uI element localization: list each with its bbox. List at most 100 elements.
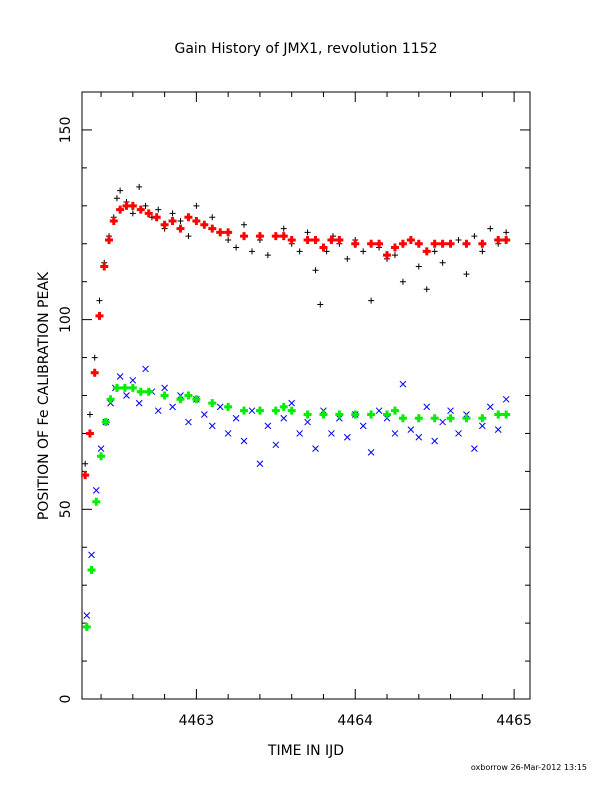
y-tick-label: 100 [58, 306, 74, 333]
data-point-smoothed-upper [287, 235, 296, 244]
data-point-smoothed-upper [375, 239, 384, 248]
data-point-smoothed-upper [319, 243, 328, 252]
data-point-raw-upper [312, 267, 319, 274]
data-point-raw-upper [113, 195, 120, 202]
data-point-raw-upper [360, 248, 367, 255]
data-point-raw-lower [169, 403, 176, 411]
data-point-raw-upper [241, 221, 248, 228]
data-point-raw-lower [288, 399, 296, 407]
data-point-smoothed-lower [176, 395, 185, 404]
data-point-raw-lower [471, 445, 478, 452]
data-point-smoothed-upper [105, 235, 114, 244]
data-point-smoothed-lower [303, 410, 312, 419]
footer-credit: oxborrow 26-Mar-2012 13:15 [471, 763, 587, 772]
data-point-raw-lower [83, 612, 91, 619]
data-point-raw-lower [431, 437, 439, 445]
data-point-smoothed-lower [398, 414, 407, 423]
data-point-smoothed-upper [383, 251, 392, 260]
data-point-raw-upper [248, 248, 255, 255]
data-point-smoothed-lower [128, 383, 137, 392]
data-point-raw-lower [359, 422, 367, 430]
data-point-raw-lower [272, 441, 280, 449]
data-point-raw-lower [367, 449, 375, 456]
data-point-smoothed-lower [101, 418, 110, 427]
data-point-raw-lower [97, 445, 105, 452]
data-point-raw-upper [86, 411, 93, 418]
data-point-smoothed-upper [335, 235, 344, 244]
data-point-raw-upper [155, 206, 162, 213]
data-series [81, 183, 511, 631]
data-point-smoothed-lower [87, 566, 96, 575]
data-point-smoothed-lower [97, 452, 106, 461]
data-point-smoothed-upper [136, 205, 145, 214]
data-point-smoothed-upper [176, 224, 185, 233]
data-point-smoothed-lower [494, 410, 503, 419]
data-point-smoothed-lower [240, 406, 249, 415]
data-point-raw-lower [161, 384, 168, 392]
data-point-smoothed-lower [478, 414, 487, 423]
data-point-smoothed-lower [192, 395, 201, 404]
data-point-raw-lower [486, 403, 494, 411]
data-point-raw-lower [123, 392, 130, 399]
data-point-smoothed-upper [279, 232, 288, 241]
data-point-raw-upper [117, 187, 124, 194]
data-point-raw-lower [304, 418, 311, 426]
data-point-raw-upper [471, 233, 478, 240]
data-point-raw-lower [264, 422, 272, 430]
data-point-smoothed-upper [494, 235, 503, 244]
data-point-raw-lower [129, 376, 137, 384]
data-point-smoothed-upper [327, 235, 336, 244]
data-point-raw-upper [399, 278, 406, 285]
data-point-raw-lower [280, 414, 288, 422]
chart-title: Gain History of JMX1, revolution 1152 [174, 41, 437, 57]
data-point-smoothed-upper [422, 247, 431, 256]
data-point-raw-lower [312, 445, 319, 452]
data-point-smoothed-upper [100, 262, 109, 271]
data-point-smoothed-upper [109, 216, 118, 225]
data-point-smoothed-upper [303, 235, 312, 244]
data-point-smoothed-upper [81, 471, 90, 480]
data-point-smoothed-lower [367, 410, 376, 419]
data-point-raw-upper [82, 460, 89, 467]
data-point-raw-upper [455, 236, 462, 243]
data-point-smoothed-upper [478, 239, 487, 248]
data-point-raw-upper [391, 252, 398, 259]
data-point-raw-upper [280, 225, 287, 232]
data-point-smoothed-lower [82, 622, 91, 631]
data-point-smoothed-upper [90, 368, 99, 377]
data-point-smoothed-upper [200, 220, 209, 229]
data-point-smoothed-upper [224, 228, 233, 237]
data-point-smoothed-upper [168, 216, 177, 225]
data-point-raw-upper [503, 229, 510, 236]
data-point-raw-upper [142, 202, 149, 209]
data-point-smoothed-upper [390, 243, 399, 252]
data-point-raw-upper [431, 248, 438, 255]
data-point-smoothed-lower [106, 395, 115, 404]
data-point-smoothed-lower [184, 391, 193, 400]
data-point-smoothed-upper [216, 228, 225, 237]
data-point-smoothed-lower [160, 391, 169, 400]
data-point-raw-lower [343, 433, 351, 441]
data-point-smoothed-lower [351, 410, 360, 419]
data-point-smoothed-lower [462, 414, 471, 423]
x-axis-label: TIME IN IJD [267, 743, 344, 759]
data-point-raw-upper [304, 229, 311, 236]
data-point-raw-upper [463, 271, 470, 278]
data-point-raw-upper [415, 263, 422, 270]
data-point-raw-lower [494, 426, 502, 433]
data-point-raw-upper [209, 214, 216, 221]
data-point-smoothed-upper [311, 235, 320, 244]
data-point-raw-upper [487, 225, 494, 232]
data-point-smoothed-upper [160, 220, 169, 229]
data-point-raw-upper [169, 210, 176, 217]
data-point-raw-upper [296, 248, 303, 255]
data-point-smoothed-upper [367, 239, 376, 248]
data-point-smoothed-lower [224, 402, 233, 411]
y-tick-label: 150 [58, 117, 74, 144]
data-point-smoothed-upper [502, 235, 511, 244]
data-point-smoothed-upper [144, 209, 153, 218]
data-point-smoothed-upper [351, 239, 360, 248]
data-point-raw-lower [328, 430, 335, 437]
data-point-raw-lower [478, 422, 486, 430]
data-point-smoothed-upper [85, 429, 94, 438]
